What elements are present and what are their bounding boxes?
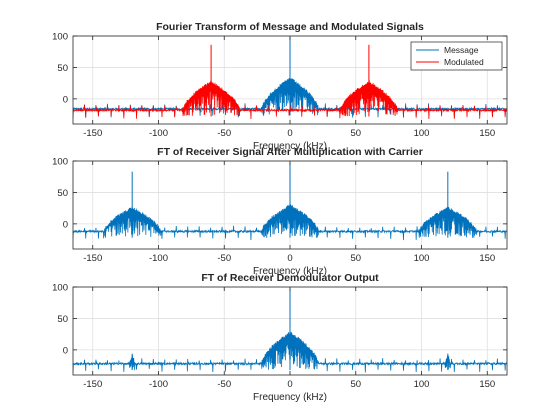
x-tick-label: 50: [350, 128, 361, 139]
y-tick-label: 50: [57, 314, 68, 325]
x-tick-label: 150: [479, 253, 495, 264]
x-tick-label: -150: [83, 379, 102, 390]
x-tick-label: -150: [83, 128, 102, 139]
x-tick-label: 150: [479, 379, 495, 390]
x-tick-label: 50: [350, 379, 361, 390]
series-line: [73, 80, 507, 119]
legend: Message Modulated: [410, 41, 503, 71]
chart-2: -150 -100 -50 0 50 100 150 0 50 100 FT of Receiver…: [52, 146, 508, 277]
x-tick-label: 100: [414, 379, 430, 390]
series-signal: [73, 288, 507, 373]
chart-title: FT of Receiver Signal After Multiplicati…: [157, 146, 423, 158]
series-modulated: [73, 44, 507, 119]
y-tick-label: 0: [63, 219, 68, 230]
x-tick-label: -100: [149, 379, 168, 390]
x-tick-label: -50: [217, 253, 231, 264]
x-tick-label: 100: [414, 253, 430, 264]
x-tick-label: -150: [83, 253, 102, 264]
x-tick-label: -100: [149, 253, 168, 264]
x-tick-label: 50: [350, 253, 361, 264]
y-tick-label: 0: [63, 94, 68, 105]
x-axis-label: Frequency (kHz): [253, 392, 327, 403]
x-axis-label: Frequency (kHz): [253, 141, 327, 152]
x-tick-label: -50: [217, 379, 231, 390]
y-tick-label: 100: [52, 157, 68, 168]
x-tick-label: 100: [414, 128, 430, 139]
chart-3: -150 -100 -50 0 50 100 150 0 50 100 FT of Receiver…: [52, 272, 508, 403]
chart-title: FT of Receiver Demodulator Output: [201, 272, 379, 284]
x-tick-label: 150: [479, 128, 495, 139]
series-signal: [73, 162, 507, 241]
x-axis-label: Frequency (kHz): [253, 266, 327, 277]
chart-1: -150 -100 -50 0 50 100 150 0 50 100 Fourier Transf…: [52, 21, 508, 152]
legend-label: Message: [444, 45, 479, 55]
chart-title: Fourier Transform of Message and Modulat…: [156, 21, 424, 33]
legend-box: [410, 41, 503, 71]
legend-label: Modulated: [444, 57, 484, 67]
y-tick-label: 0: [63, 345, 68, 356]
x-tick-label: -100: [149, 128, 168, 139]
x-tick-label: 0: [287, 253, 292, 264]
y-tick-label: 50: [57, 63, 68, 74]
y-tick-label: 100: [52, 32, 68, 43]
y-tick-label: 50: [57, 188, 68, 199]
x-tick-label: 0: [287, 128, 292, 139]
y-tick-label: 100: [52, 283, 68, 294]
x-tick-label: -50: [217, 128, 231, 139]
x-tick-label: 0: [287, 379, 292, 390]
